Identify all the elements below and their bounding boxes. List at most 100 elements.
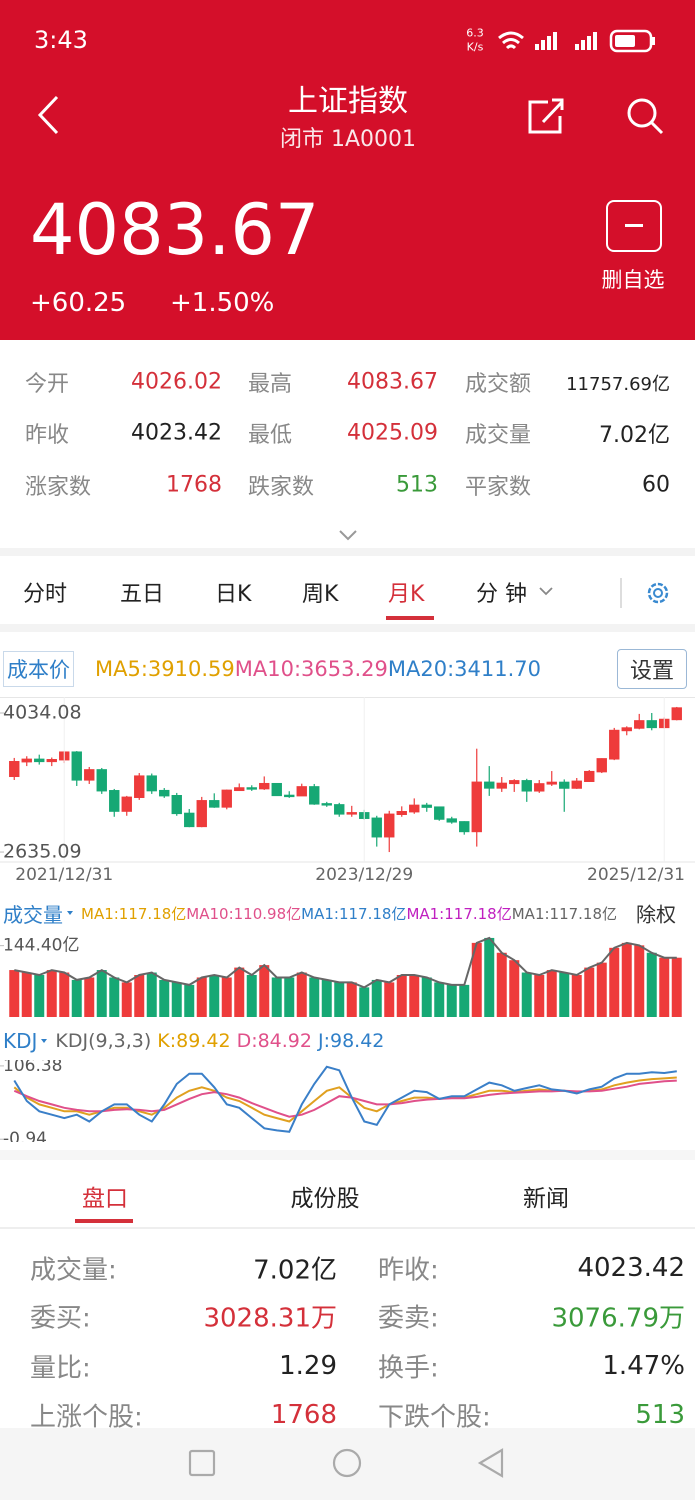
period-tab[interactable]: 月K [388, 582, 425, 607]
candle-body [146, 775, 157, 792]
candle-body [184, 812, 195, 828]
settings-button[interactable]: 设置 [616, 649, 688, 689]
expand-button[interactable] [338, 528, 358, 542]
stat-value: 7.02亿 [599, 423, 670, 448]
volume-bar [346, 982, 357, 1017]
detail-value: 3028.31万 [203, 1303, 337, 1334]
legend-item: D:84.92 [236, 1030, 312, 1052]
legend-item: MA1:117.18亿 [81, 904, 187, 923]
bottom-tab[interactable]: 盘口 [82, 1186, 128, 1212]
volume-bar [371, 979, 382, 1017]
stat-value: 4026.02 [131, 369, 222, 395]
volume-bar [246, 975, 257, 1017]
volume-bar [96, 970, 107, 1017]
share-button[interactable] [528, 98, 564, 134]
nav-recent[interactable] [188, 1449, 216, 1477]
volume-bar [146, 972, 157, 1017]
candle-body [84, 769, 95, 781]
volume-bar [546, 970, 557, 1017]
period-tab[interactable]: 日K [215, 582, 252, 607]
candle-body [596, 758, 607, 773]
candle-body [121, 796, 132, 812]
candle-body [284, 794, 295, 798]
watch-icon[interactable] [606, 200, 662, 252]
stat-label: 最高 [248, 372, 293, 397]
legend-item: MA1:117.18亿 [511, 904, 618, 923]
candle-body [221, 789, 232, 808]
volume-bar [446, 984, 457, 1017]
volume-bar [234, 967, 245, 1017]
stat-value: 1768 [166, 472, 222, 498]
candle-body [396, 811, 407, 815]
volume-bar [184, 984, 195, 1017]
stat-value: 11757.69亿 [566, 374, 670, 395]
candle-body [434, 806, 445, 820]
dropdown-icon [539, 587, 553, 596]
detail-value: 7.02亿 [253, 1255, 337, 1286]
period-tab[interactable]: 分 钟 [476, 582, 527, 607]
y-tick-label: 4034.08 [3, 701, 82, 723]
nav-back[interactable] [477, 1448, 504, 1478]
period-tab[interactable]: 分时 [23, 582, 68, 607]
candle-body [609, 729, 620, 760]
volume-bar [421, 977, 432, 1017]
settings-gear[interactable] [644, 579, 672, 607]
candle-body [96, 769, 107, 792]
candle-body [271, 782, 282, 797]
period-tab[interactable]: 周K [302, 582, 339, 607]
volume-bar [459, 984, 470, 1017]
candlestick-chart: 2021/12/31 2023/12/29 2025/12/31 4034.08 263… [0, 697, 695, 885]
volume-bar [259, 965, 270, 1017]
back-button[interactable] [37, 95, 59, 135]
legend-item: KDJ(9,3,3) [55, 1030, 152, 1052]
candle-body [209, 800, 220, 808]
x-tick-label: 2021/12/31 [15, 865, 113, 885]
candle-body [296, 786, 307, 797]
detail-value: 1.29 [279, 1351, 337, 1381]
volume-bar [9, 970, 20, 1017]
stat-label: 昨收 [25, 423, 70, 448]
volume-bar [659, 957, 670, 1017]
volume-bar [59, 972, 70, 1017]
ma-legend: MA5:3910.59 MA10:3653.29 MA20:3411.70 [95, 655, 605, 683]
detail-label: 换手: [378, 1353, 439, 1384]
stat-label: 涨家数 [25, 475, 92, 500]
detail-label: 上涨个股: [30, 1402, 143, 1433]
status-time: 3:43 [34, 26, 88, 54]
volume-bar [596, 962, 607, 1017]
candle-body [371, 817, 382, 838]
volume-chart: 144.40亿 [0, 936, 682, 1017]
x-tick-label: 2025/12/31 [587, 865, 685, 885]
volume-bar [159, 979, 170, 1017]
candle-body [584, 770, 595, 782]
separator [620, 578, 622, 608]
volume-bar [334, 982, 345, 1017]
detail-label: 成交量: [30, 1255, 117, 1286]
candle-body [496, 782, 507, 789]
volume-bar [521, 972, 532, 1017]
volume-bar [584, 967, 595, 1017]
volume-bar [646, 952, 657, 1017]
header-bg [0, 0, 695, 340]
bottom-tab[interactable]: 成份股 [290, 1186, 360, 1212]
volume-bar [384, 982, 395, 1017]
detail-value: 513 [635, 1400, 685, 1430]
period-tab[interactable]: 五日 [120, 582, 165, 607]
watch-button[interactable]: 删自选 [601, 268, 665, 292]
candle-body [459, 821, 470, 833]
candle-body [134, 775, 145, 798]
volume-bar [309, 977, 320, 1017]
y-tick-label: -0.94 [3, 1129, 47, 1142]
nav-home[interactable] [332, 1448, 362, 1478]
volume-bar [271, 977, 282, 1017]
cost-button[interactable]: 成本价 [3, 651, 74, 687]
exright-button[interactable]: 除权 [633, 898, 676, 928]
volume-bar [21, 972, 32, 1017]
volume-bar [484, 937, 495, 1017]
search-button[interactable] [627, 98, 664, 135]
bottom-tab[interactable]: 新闻 [523, 1186, 569, 1212]
chart-title: 成交量 [3, 902, 63, 927]
dropdown-icon [67, 911, 73, 915]
volume-bar [296, 972, 307, 1017]
detail-label: 昨收: [378, 1255, 439, 1286]
